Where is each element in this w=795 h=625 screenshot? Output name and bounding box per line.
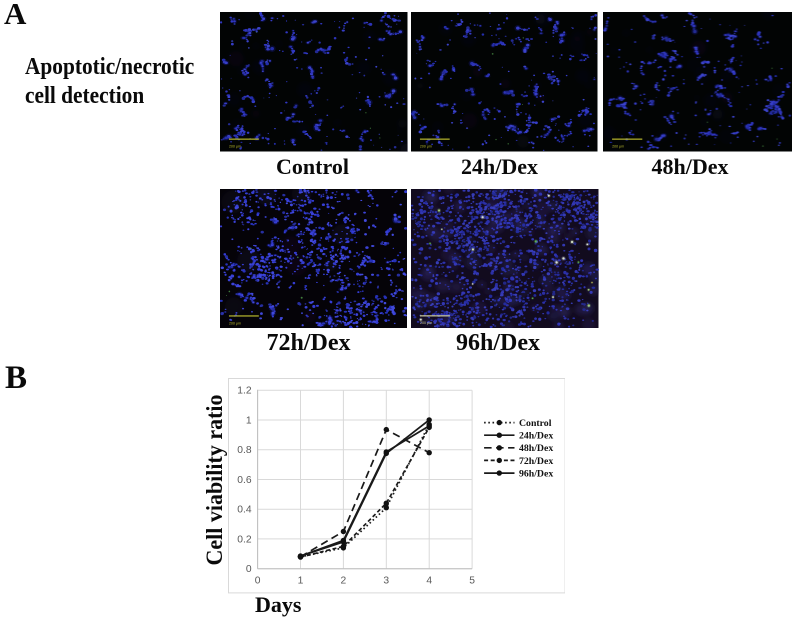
svg-text:96h/Dex: 96h/Dex (519, 469, 553, 480)
svg-text:4: 4 (426, 576, 432, 587)
svg-text:0.6: 0.6 (237, 475, 252, 486)
svg-text:0: 0 (255, 576, 261, 587)
svg-text:200 μm: 200 μm (612, 145, 624, 149)
svg-text:72h/Dex: 72h/Dex (519, 456, 553, 467)
svg-text:200 μm: 200 μm (420, 321, 432, 325)
svg-text:0.2: 0.2 (237, 535, 252, 546)
svg-text:200 μm: 200 μm (228, 321, 240, 325)
svg-text:200 μm: 200 μm (420, 145, 432, 149)
svg-text:0.4: 0.4 (237, 505, 252, 516)
svg-text:1: 1 (246, 416, 252, 427)
svg-text:1.2: 1.2 (237, 386, 252, 397)
svg-text:1: 1 (298, 576, 304, 587)
svg-text:2: 2 (340, 576, 346, 587)
svg-text:48h/Dex: 48h/Dex (519, 444, 553, 455)
svg-text:0: 0 (246, 564, 252, 575)
svg-text:0.8: 0.8 (237, 445, 252, 456)
svg-text:3: 3 (383, 576, 389, 587)
svg-text:200 μm: 200 μm (229, 145, 241, 149)
svg-text:Control: Control (519, 418, 552, 429)
svg-text:24h/Dex: 24h/Dex (519, 431, 553, 442)
svg-text:5: 5 (469, 576, 475, 587)
